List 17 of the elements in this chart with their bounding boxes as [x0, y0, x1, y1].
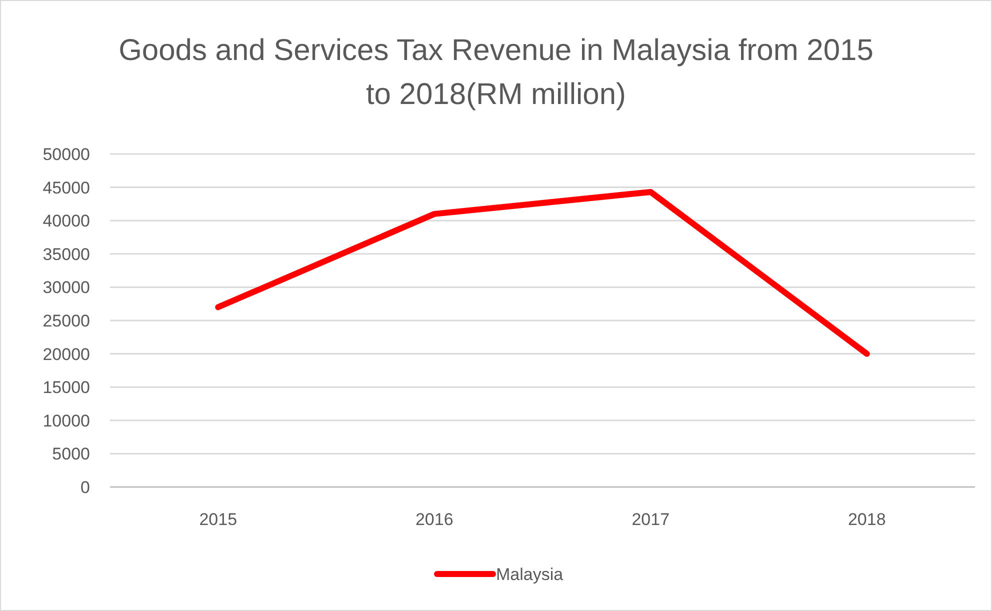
y-tick-label: 0	[80, 478, 90, 497]
y-tick-label: 45000	[42, 178, 90, 198]
y-tick-label: 50000	[42, 144, 90, 164]
y-tick-label: 40000	[42, 212, 90, 231]
x-tick-label: 2018	[848, 510, 886, 529]
y-tick-label: 30000	[42, 278, 90, 298]
x-tick-label: 2016	[415, 510, 454, 529]
y-tick-label: 35000	[42, 244, 90, 264]
y-tick-label: 20000	[42, 344, 90, 364]
y-tick-label: 25000	[42, 311, 90, 330]
legend-label: Malaysia	[496, 564, 564, 584]
y-tick-label: 5000	[52, 444, 90, 464]
y-tick-label: 15000	[42, 378, 90, 398]
y-tick-label: 10000	[42, 411, 90, 430]
x-tick-label: 2017	[632, 510, 670, 529]
x-tick-label: 2015	[199, 510, 238, 529]
chart-title: Goods and Services Tax Revenue in Malaysia from 2015 to 2018(RM million)	[118, 34, 874, 111]
